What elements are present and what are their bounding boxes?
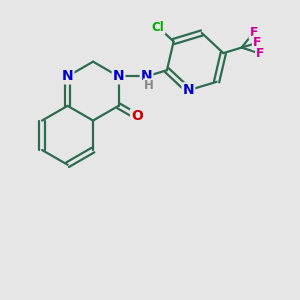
Text: N: N (141, 69, 152, 83)
Text: O: O (131, 110, 143, 123)
Text: N: N (62, 69, 74, 83)
Text: F: F (250, 26, 258, 39)
Text: N: N (113, 69, 124, 83)
Text: H: H (144, 79, 154, 92)
Text: Cl: Cl (152, 20, 164, 34)
Text: F: F (253, 36, 261, 50)
Text: N: N (183, 83, 194, 97)
Text: F: F (256, 47, 265, 60)
